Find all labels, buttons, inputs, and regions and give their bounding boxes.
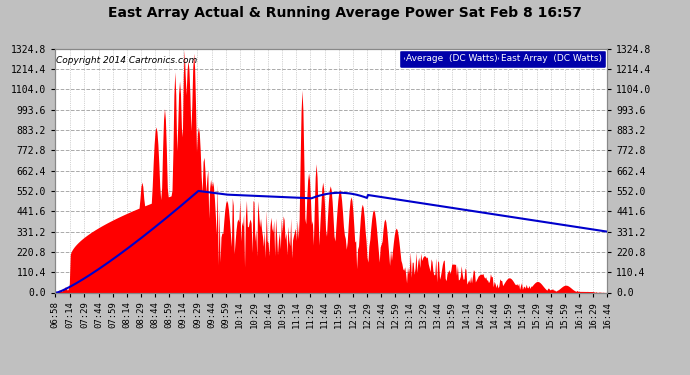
Legend: Average  (DC Watts), East Array  (DC Watts): Average (DC Watts), East Array (DC Watts… bbox=[400, 50, 607, 68]
Text: East Array Actual & Running Average Power Sat Feb 8 16:57: East Array Actual & Running Average Powe… bbox=[108, 6, 582, 20]
Text: Copyright 2014 Cartronics.com: Copyright 2014 Cartronics.com bbox=[57, 56, 197, 65]
